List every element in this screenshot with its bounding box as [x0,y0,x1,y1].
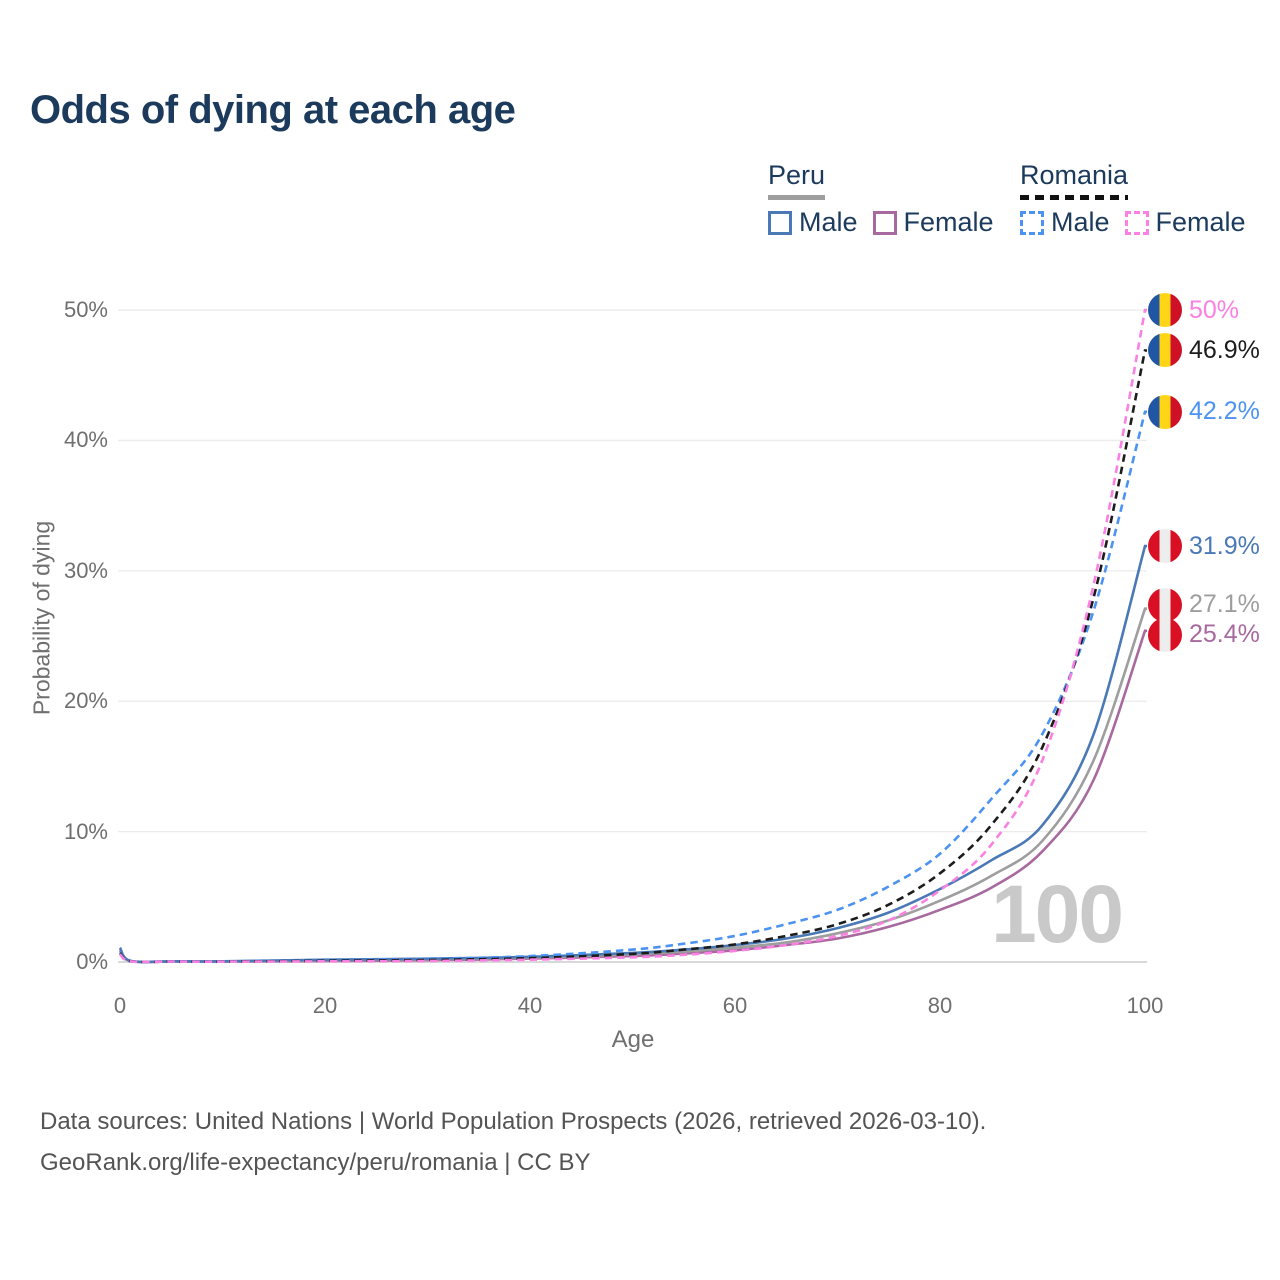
y-tick-label: 20% [63,688,108,714]
x-tick-label: 60 [722,993,748,1018]
romania-dashed-line-swatch [1020,195,1129,200]
romania-female-swatch [1124,210,1149,235]
legend-country-peru: Peru [768,160,826,200]
peru-flag-icon [1148,529,1182,564]
legend-label: Male [1051,207,1110,237]
legend-label: Female [1155,207,1246,237]
end-label-romania-male: 42.2% [1148,394,1260,429]
end-value-label: 31.9% [1189,531,1260,560]
y-tick-label: 10% [63,818,108,844]
data-sources-line: Data sources: United Nations | World Pop… [40,1108,987,1135]
x-axis-title: Age [611,1026,655,1053]
legend-group-romania: Romania Male Female [1020,160,1246,238]
end-label-peru-both: 27.1% [1148,587,1260,622]
legend-country-label: Romania [1020,160,1129,190]
legend-group-peru: Peru Male Female [768,160,994,238]
y-tick-label: 50% [63,297,108,323]
end-label-romania-both: 46.9% [1148,333,1260,368]
x-tick-label: 20 [312,993,338,1018]
page-title: Odds of dying at each age [30,88,516,132]
y-tick-label: 30% [63,557,108,583]
romania-flag-icon [1148,293,1182,328]
legend-country-romania: Romania [1020,160,1129,200]
legend-label: Female [903,207,994,237]
peru-male-swatch [768,210,792,235]
legend-item-peru-female[interactable]: Female [872,207,994,238]
end-label-peru-female: 25.4% [1148,617,1260,652]
peru-female-swatch [872,210,897,235]
peru-flag-icon [1148,617,1182,652]
age-counter-watermark: 100 [991,869,1124,960]
y-tick-label: 40% [63,427,108,453]
romania-flag-icon [1148,394,1182,429]
x-tick-label: 100 [1126,993,1164,1018]
legend-label: Male [799,207,858,237]
end-value-label: 27.1% [1189,590,1260,619]
legend-item-romania-female[interactable]: Female [1124,207,1246,238]
end-value-label: 25.4% [1189,620,1260,649]
romania-flag-icon [1148,333,1182,368]
legend-item-romania-male[interactable]: Male [1020,207,1110,238]
legend-item-peru-male[interactable]: Male [768,207,858,238]
end-label-romania-female: 50% [1148,293,1240,328]
footer: Data sources: United Nations | World Pop… [40,1101,986,1183]
series-line-romania-male [118,410,1147,964]
legend-country-label: Peru [768,160,826,190]
romania-male-swatch [1020,210,1044,235]
peru-solid-line-swatch [768,195,826,200]
y-axis-title: Probability of dying [28,520,55,716]
series-line-romania-both [119,349,1147,964]
end-label-peru-male: 31.9% [1148,529,1260,564]
x-tick-label: 0 [113,993,127,1018]
end-value-label: 50% [1189,295,1240,324]
peru-flag-icon [1148,587,1182,622]
end-value-label: 46.9% [1189,335,1260,364]
x-tick-label: 40 [517,993,543,1018]
end-value-label: 42.2% [1189,397,1260,426]
attribution-line: GeoRank.org/life-expectancy/peru/romania… [40,1149,591,1176]
series-line-romania-female [119,308,1147,964]
x-tick-label: 80 [927,993,953,1018]
y-tick-label: 0% [76,949,108,974]
